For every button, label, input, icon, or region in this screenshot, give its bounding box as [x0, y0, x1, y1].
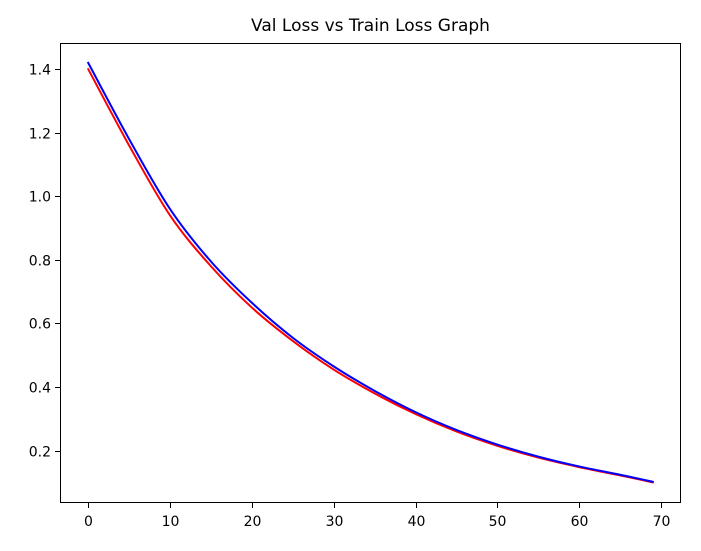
series-lines: [86, 61, 654, 484]
x-tick-label: 0: [84, 514, 93, 530]
series-line-red: [86, 67, 654, 484]
y-tick-label: 0.4: [29, 381, 51, 397]
x-tick-label: 10: [162, 514, 180, 530]
y-tick-label: 0.6: [29, 317, 51, 333]
x-tick-label: 20: [244, 514, 262, 530]
y-axis-ticks: 0.2 0.4 0.6 0.8 1.0 1.2 1.4: [29, 63, 60, 461]
x-tick-label: 70: [653, 514, 671, 530]
x-tick-label: 50: [489, 514, 507, 530]
y-tick-label: 0.2: [29, 445, 51, 461]
y-tick-label: 1.0: [29, 190, 51, 206]
chart-title: Val Loss vs Train Loss Graph: [251, 16, 490, 36]
x-axis-ticks: 0 10 20 30 40 50 60 70: [84, 503, 670, 530]
y-tick-label: 1.4: [29, 63, 51, 79]
x-tick-label: 30: [326, 514, 344, 530]
x-tick-label: 40: [408, 514, 426, 530]
series-line-blue: [86, 61, 654, 483]
x-tick-label: 60: [571, 514, 589, 530]
y-tick-label: 0.8: [29, 254, 51, 270]
plot-area-frame: [60, 43, 681, 503]
y-tick-label: 1.2: [29, 127, 51, 143]
